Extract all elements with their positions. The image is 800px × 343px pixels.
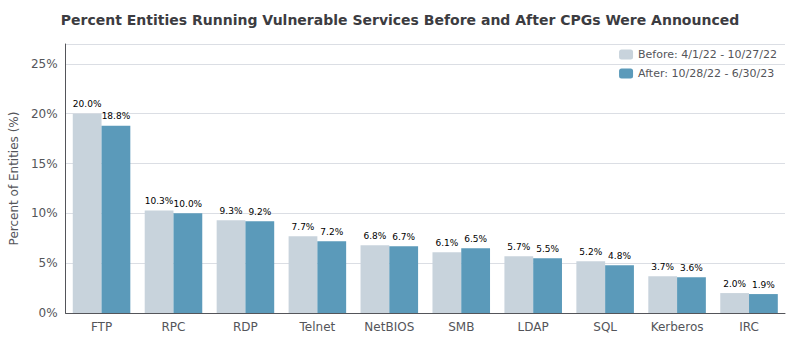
svg-text:20.0%: 20.0% xyxy=(73,99,102,109)
svg-text:10.0%: 10.0% xyxy=(174,199,203,209)
svg-text:Before: 4/1/22 - 10/27/22: Before: 4/1/22 - 10/27/22 xyxy=(638,48,777,61)
svg-text:10%: 10% xyxy=(31,206,58,220)
svg-text:20%: 20% xyxy=(31,107,58,121)
svg-text:9.2%: 9.2% xyxy=(248,207,271,217)
svg-text:SQL: SQL xyxy=(593,320,617,334)
svg-text:7.7%: 7.7% xyxy=(292,222,315,232)
svg-text:3.6%: 3.6% xyxy=(680,263,703,273)
svg-text:NetBIOS: NetBIOS xyxy=(364,320,414,334)
svg-text:1.9%: 1.9% xyxy=(752,280,775,290)
svg-text:6.7%: 6.7% xyxy=(392,232,415,242)
svg-text:25%: 25% xyxy=(31,57,58,71)
svg-text:15%: 15% xyxy=(31,157,58,171)
svg-text:5%: 5% xyxy=(39,256,58,270)
svg-text:5.7%: 5.7% xyxy=(507,242,530,252)
svg-text:3.7%: 3.7% xyxy=(651,262,674,272)
svg-text:LDAP: LDAP xyxy=(518,320,549,334)
svg-text:2.0%: 2.0% xyxy=(723,279,746,289)
svg-text:4.8%: 4.8% xyxy=(608,251,631,261)
svg-text:Kerberos: Kerberos xyxy=(651,320,704,334)
svg-text:6.1%: 6.1% xyxy=(435,238,458,248)
svg-text:10.3%: 10.3% xyxy=(145,196,174,206)
svg-text:6.8%: 6.8% xyxy=(363,231,386,241)
svg-text:9.3%: 9.3% xyxy=(220,206,243,216)
svg-text:5.5%: 5.5% xyxy=(536,244,559,254)
svg-text:RDP: RDP xyxy=(233,320,258,334)
svg-text:Percent of Entities (%): Percent of Entities (%) xyxy=(7,112,21,246)
svg-text:FTP: FTP xyxy=(91,320,112,334)
svg-text:SMB: SMB xyxy=(448,320,474,334)
svg-text:0%: 0% xyxy=(39,306,58,320)
svg-text:Percent Entities Running Vulne: Percent Entities Running Vulnerable Serv… xyxy=(61,12,740,28)
svg-text:IRC: IRC xyxy=(739,320,759,334)
svg-text:7.2%: 7.2% xyxy=(320,227,343,237)
svg-text:RPC: RPC xyxy=(162,320,186,334)
svg-text:18.8%: 18.8% xyxy=(102,111,131,121)
svg-text:After: 10/28/22 - 6/30/23: After: 10/28/22 - 6/30/23 xyxy=(638,67,774,80)
svg-text:6.5%: 6.5% xyxy=(464,234,487,244)
svg-text:Telnet: Telnet xyxy=(299,320,336,334)
svg-text:5.2%: 5.2% xyxy=(579,247,602,257)
